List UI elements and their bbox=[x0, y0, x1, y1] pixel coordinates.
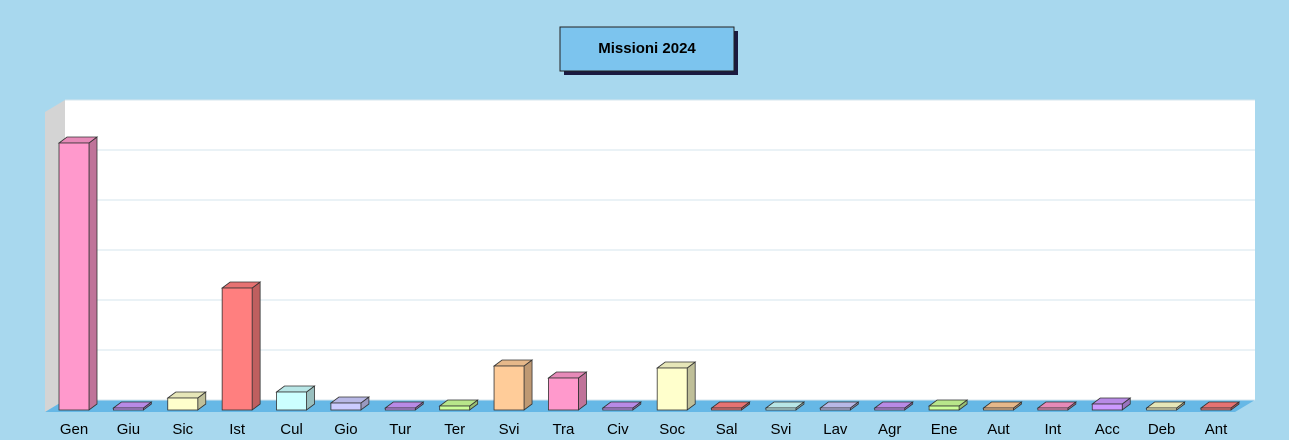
x-tick-label: Ene bbox=[931, 421, 958, 438]
bar bbox=[1037, 407, 1069, 411]
x-tick-label: Tur bbox=[389, 421, 411, 438]
chart-title: Missioni 2024 bbox=[598, 40, 696, 57]
bar bbox=[548, 377, 579, 411]
x-tick-label: Agr bbox=[878, 421, 901, 438]
bar bbox=[874, 407, 906, 411]
x-tick-label: Acc bbox=[1095, 421, 1121, 438]
bar-side bbox=[686, 361, 696, 411]
bar bbox=[1200, 407, 1232, 411]
x-tick-label: Aut bbox=[987, 421, 1010, 438]
bar bbox=[1091, 403, 1123, 411]
x-tick-label: Gio bbox=[334, 421, 357, 438]
x-tick-label: Svi bbox=[771, 421, 792, 438]
x-tick-label: Civ bbox=[607, 421, 629, 438]
bar bbox=[276, 391, 307, 411]
bar bbox=[58, 142, 90, 411]
x-tick-label: Deb bbox=[1148, 421, 1176, 438]
bar bbox=[493, 365, 525, 411]
x-tick-label: Tra bbox=[552, 421, 575, 438]
bar bbox=[765, 407, 797, 411]
bar bbox=[167, 397, 199, 411]
bar-side bbox=[523, 359, 533, 411]
x-tick-label: Sal bbox=[716, 421, 738, 438]
bar bbox=[384, 407, 416, 411]
bar bbox=[112, 407, 144, 411]
bar-side bbox=[251, 281, 261, 411]
bar bbox=[221, 287, 253, 411]
x-tick-label: Soc bbox=[659, 421, 685, 438]
x-tick-label: Sic bbox=[172, 421, 193, 438]
x-labels: Gen Giu Sic Ist Cul Gio Tur Ter Svi Tra Civ Soc Sal S… bbox=[60, 421, 1228, 438]
x-tick-label: Svi bbox=[499, 421, 520, 438]
bar-side bbox=[88, 136, 98, 411]
title-box bbox=[559, 26, 735, 72]
bar bbox=[439, 405, 471, 411]
x-tick-label: Giu bbox=[117, 421, 140, 438]
bar bbox=[819, 407, 851, 411]
grid bbox=[65, 99, 1255, 401]
bars bbox=[57, 136, 1241, 411]
bar bbox=[602, 407, 634, 411]
bar bbox=[928, 405, 960, 411]
bar bbox=[330, 402, 362, 411]
x-tick-label: Lav bbox=[823, 421, 848, 438]
bar bbox=[1146, 407, 1178, 411]
bar-side bbox=[578, 371, 587, 411]
x-tick-label: Gen bbox=[60, 421, 88, 438]
bar bbox=[711, 407, 742, 411]
x-tick-label: Int bbox=[1045, 421, 1063, 438]
bar bbox=[656, 367, 688, 411]
x-tick-label: Ter bbox=[444, 421, 465, 438]
x-tick-label: Cul bbox=[280, 421, 303, 438]
bar bbox=[983, 407, 1014, 411]
x-tick-label: Ant bbox=[1205, 421, 1228, 438]
x-tick-label: Ist bbox=[229, 421, 246, 438]
